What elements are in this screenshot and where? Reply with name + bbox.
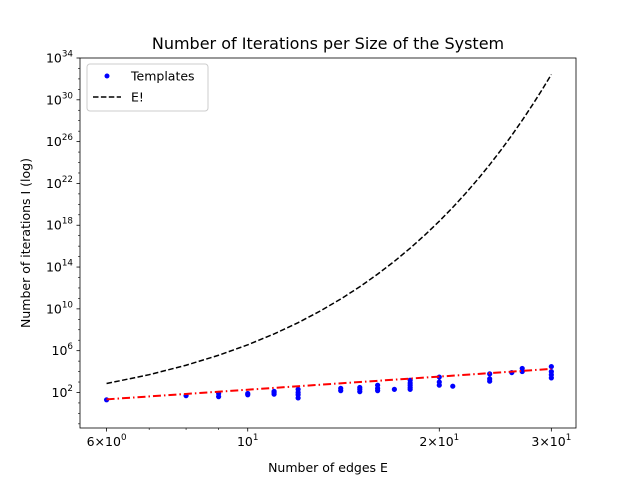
data-point-templates	[245, 390, 251, 397]
series-layer	[103, 74, 554, 403]
data-point-templates	[436, 379, 442, 385]
plot-area	[80, 58, 576, 428]
y-tick-label: 1014	[46, 259, 73, 275]
y-tick-label: 1018	[46, 217, 73, 233]
y-tick-label: 1034	[46, 50, 73, 66]
y-tick-label: 1010	[46, 300, 73, 316]
x-ticks: 6×100 101 2×101 3×101	[87, 428, 571, 449]
legend-marker-templates	[104, 73, 110, 79]
x-tick-label: 2×101	[419, 433, 459, 449]
chart-title: Number of Iterations per Size of the Sys…	[152, 34, 504, 53]
data-point-templates	[391, 386, 397, 392]
x-axis-label: Number of edges E	[268, 460, 388, 475]
x-tick-label: 101	[237, 433, 258, 449]
y-axis-label: Number of iterations I (log)	[18, 158, 33, 328]
data-point-templates	[375, 382, 381, 388]
y-ticks: 102 106 1010 1014 1018 1022 1026 1030 1034	[46, 50, 80, 425]
legend-label-templates: Templates	[130, 69, 195, 84]
data-point-templates	[271, 388, 277, 394]
data-point-templates	[338, 385, 344, 391]
series-line-efactorial	[106, 74, 552, 385]
y-tick-label: 1026	[46, 133, 73, 149]
y-tick-label: 1030	[46, 91, 73, 107]
y-tick-label: 106	[52, 342, 74, 358]
y-tick-label: 102	[52, 384, 73, 400]
x-tick-label: 3×101	[531, 433, 571, 449]
data-point-templates	[295, 386, 301, 392]
x-tick-label: 6×100	[87, 433, 127, 449]
data-point-templates	[450, 383, 456, 389]
series-line-fit	[106, 367, 552, 401]
legend: Templates E!	[86, 63, 209, 112]
data-point-templates	[548, 363, 554, 370]
data-point-templates	[357, 384, 363, 391]
data-point-templates	[487, 376, 493, 382]
legend-label-efactorial: E!	[131, 90, 144, 105]
data-point-templates	[519, 365, 525, 372]
y-tick-label: 1022	[46, 175, 73, 191]
axes-frame	[79, 57, 577, 429]
legend-box	[86, 63, 209, 112]
data-point-templates	[548, 368, 554, 375]
